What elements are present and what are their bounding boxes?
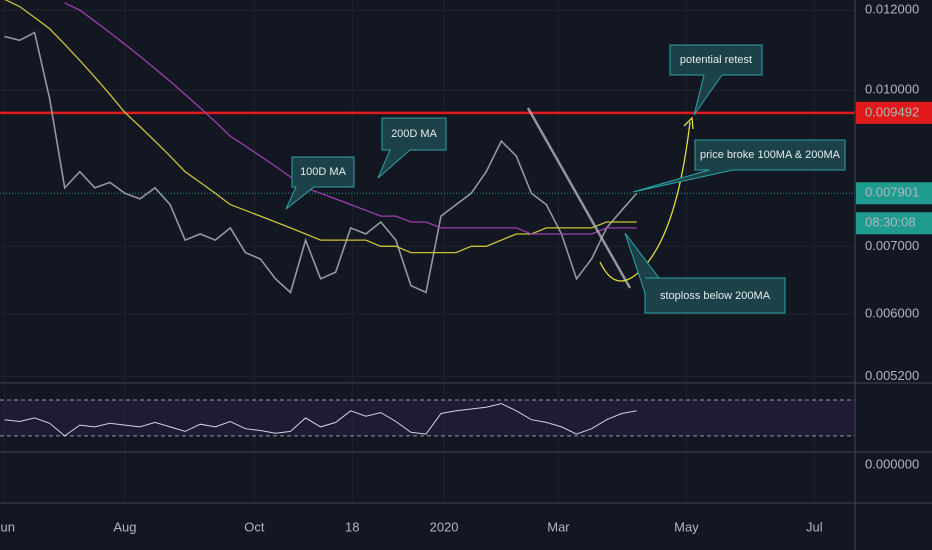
series-line bbox=[64, 2, 637, 235]
x-tick-label: Jul bbox=[806, 519, 823, 534]
projection bbox=[599, 121, 691, 282]
annotation: price broke 100MA & 200MA bbox=[700, 149, 841, 161]
y-tick-label: 0.005200 bbox=[865, 368, 919, 383]
annotation: 100D MA bbox=[300, 166, 347, 178]
x-tick-label: Aug bbox=[113, 519, 136, 534]
price-tag bbox=[856, 182, 932, 205]
price-tag bbox=[856, 101, 932, 124]
rsi bbox=[0, 399, 855, 437]
x-tick-label: 18 bbox=[345, 519, 359, 534]
plot bbox=[0, 0, 855, 294]
trend-line bbox=[526, 107, 632, 289]
annotation: 200D MA bbox=[391, 128, 438, 140]
axes: 0.012000 0.010000 0.007000 0.006000 0.005200… bbox=[0, 2, 932, 534]
annotation: potential retest bbox=[680, 54, 752, 66]
y-tick-label: 0.007000 bbox=[865, 238, 919, 253]
price-tag-label: 0.009492 bbox=[865, 104, 919, 119]
price-tag-label: 0.007901 bbox=[865, 185, 919, 200]
callout bbox=[377, 117, 447, 179]
countdown: 08:30:08 bbox=[865, 215, 916, 230]
callout bbox=[632, 139, 846, 193]
callout bbox=[669, 44, 763, 116]
x-tick-label: May bbox=[674, 519, 699, 534]
y-tick-label: 0.012000 bbox=[865, 2, 919, 17]
y-tick-label: 0.006000 bbox=[865, 305, 919, 320]
callout bbox=[624, 232, 786, 314]
series-line bbox=[4, 403, 637, 437]
series-line bbox=[4, 31, 638, 294]
annotations: 100D MA 200D MA potential retest price b… bbox=[285, 44, 846, 314]
y-tick-label: 0.010000 bbox=[865, 81, 919, 96]
rsi-band bbox=[0, 400, 855, 436]
annotation: stoploss below 200MA bbox=[660, 290, 771, 302]
callout bbox=[285, 156, 355, 210]
countdown-tag bbox=[856, 212, 932, 235]
x-tick-label: Mar bbox=[547, 519, 570, 534]
x-tick-label: Oct bbox=[244, 519, 265, 534]
projection-arrow bbox=[683, 116, 694, 130]
x-tick-label: Jun bbox=[0, 519, 15, 534]
x-tick-label: 2020 bbox=[430, 519, 459, 534]
y-tick-label: 0.000000 bbox=[865, 456, 919, 471]
